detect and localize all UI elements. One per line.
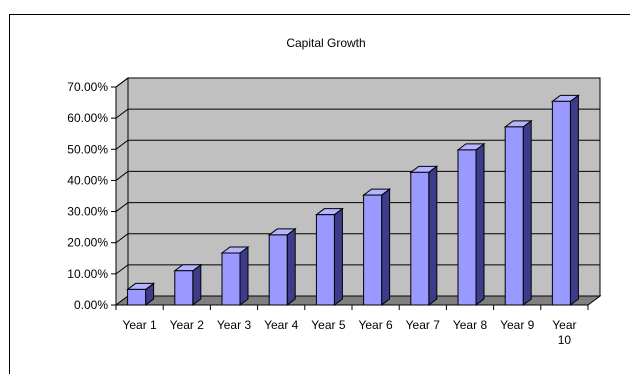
gridline xyxy=(115,233,600,244)
bar xyxy=(173,263,203,306)
bar xyxy=(220,245,250,306)
bar-side xyxy=(381,188,391,306)
bar-front xyxy=(315,214,335,306)
gridline xyxy=(115,170,600,181)
bar-side xyxy=(428,165,438,306)
x-tick-label: Year 8 xyxy=(453,318,488,332)
x-tick-label: Year 5 xyxy=(311,318,346,332)
y-tick-label: 20.00% xyxy=(67,236,108,250)
chart-title: Capital Growth xyxy=(286,36,365,50)
bar-front xyxy=(174,270,194,306)
bar xyxy=(503,119,533,306)
bar xyxy=(267,227,297,306)
y-tick-label: 60.00% xyxy=(67,111,108,125)
y-tick-label: 30.00% xyxy=(67,205,108,219)
bar xyxy=(126,282,156,306)
bar xyxy=(314,207,344,306)
bar-side xyxy=(239,245,249,306)
bar-front xyxy=(363,194,383,306)
bar-side xyxy=(475,142,485,306)
x-tick-label: Year 1 xyxy=(122,318,157,332)
y-tick-label: 10.00% xyxy=(67,267,108,281)
x-tick-label: 10 xyxy=(558,333,572,347)
bar-side xyxy=(286,227,296,306)
bar-front xyxy=(551,100,571,306)
y-axis: 0.00% 10.00% 20.00% 30.00% 40.00% 50.00% 60.00… xyxy=(67,80,117,312)
bar xyxy=(550,94,580,306)
x-tick-label: Year 7 xyxy=(406,318,441,332)
bar-front xyxy=(457,149,477,306)
bar-front xyxy=(127,288,147,306)
bar-front xyxy=(410,171,430,306)
bar xyxy=(409,165,439,306)
bar-front xyxy=(504,126,524,306)
y-tick-label: 70.00% xyxy=(67,80,108,94)
bar-side xyxy=(569,94,579,306)
gridline xyxy=(115,264,600,275)
x-tick-label: Year 9 xyxy=(500,318,535,332)
gridline xyxy=(115,77,600,88)
x-axis: Year 1 Year 2 Year 3 Year 4 Year 5 Year 6 Year… xyxy=(115,304,589,347)
x-tick-label: Year 4 xyxy=(264,318,299,332)
bar xyxy=(456,142,486,306)
bar xyxy=(362,188,392,306)
y-tick-label: 50.00% xyxy=(67,142,108,156)
bar-front xyxy=(268,234,288,306)
side-wall xyxy=(115,77,129,306)
bar-side xyxy=(192,263,202,306)
x-tick-label: Year 6 xyxy=(358,318,393,332)
chart-frame xyxy=(9,14,630,374)
x-tick-label: Year 2 xyxy=(170,318,205,332)
bar-front xyxy=(221,252,241,306)
x-tick-label: Year 3 xyxy=(217,318,252,332)
gridline xyxy=(115,139,600,150)
bar-side xyxy=(522,119,532,306)
gridline xyxy=(115,202,600,212)
x-tick-label: Year xyxy=(552,318,576,332)
bar-side xyxy=(333,207,343,306)
gridlines xyxy=(115,77,600,275)
gridline xyxy=(115,108,600,119)
y-tick-label: 0.00% xyxy=(74,298,108,312)
y-tick-label: 40.00% xyxy=(67,173,108,187)
